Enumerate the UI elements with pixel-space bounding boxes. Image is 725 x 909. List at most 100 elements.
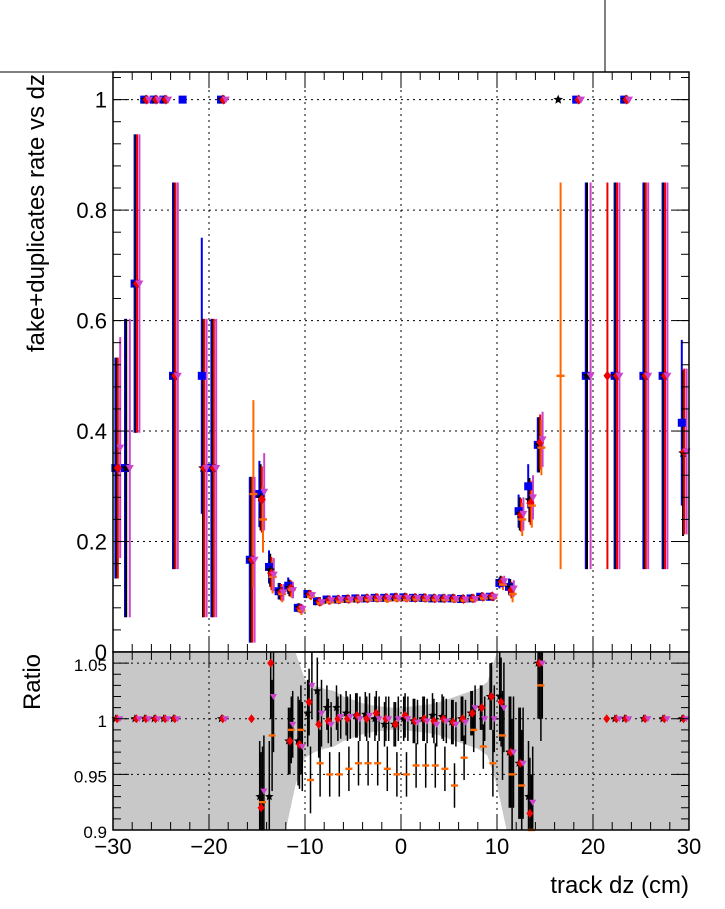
diamond-marker: [497, 697, 505, 707]
diamond-marker: [248, 714, 255, 724]
triangle-marker: [442, 595, 451, 603]
triangle-marker: [615, 716, 623, 723]
triangle-marker: [471, 705, 479, 712]
triangle-marker: [538, 660, 546, 667]
dash-marker: [326, 773, 334, 776]
triangle-marker: [317, 599, 326, 607]
triangle-marker: [385, 716, 393, 723]
diamond-marker: [603, 370, 612, 381]
dash-marker: [335, 600, 344, 603]
triangle-marker: [529, 799, 537, 806]
diamond-marker: [372, 708, 380, 718]
triangle-marker: [260, 788, 268, 795]
dash-marker: [383, 599, 392, 602]
triangle-marker: [308, 592, 317, 600]
main-y-axis-title: fake+duplicates rate vs dz: [23, 74, 50, 352]
triangle-marker: [519, 510, 528, 518]
dash-marker: [518, 784, 526, 787]
triangle-marker: [644, 372, 653, 380]
triangle-marker: [423, 595, 432, 603]
dash-marker: [383, 767, 391, 771]
star-marker: [495, 692, 504, 701]
triangle-marker: [298, 605, 307, 613]
triangle-marker: [375, 595, 384, 603]
triangle-marker: [452, 721, 460, 728]
triangle-marker: [452, 595, 461, 603]
x-tick-label: −10: [286, 834, 323, 859]
dash-marker: [268, 575, 277, 579]
dash-marker: [335, 773, 343, 776]
dash-marker: [249, 492, 258, 496]
triangle-marker: [366, 712, 373, 719]
triangle-marker: [135, 280, 144, 288]
triangle-marker: [365, 595, 374, 603]
diamond-marker: [468, 708, 476, 718]
dash-marker: [374, 762, 382, 765]
triangle-marker: [174, 716, 181, 723]
square-marker: [284, 581, 293, 590]
square-marker: [197, 371, 206, 380]
dash-marker: [499, 583, 507, 586]
triangle-marker: [500, 705, 508, 712]
triangle-marker: [423, 718, 431, 725]
x-axis-title: track dz (cm): [550, 872, 689, 899]
dash-marker: [460, 756, 468, 759]
star-marker: [524, 792, 533, 801]
triangle-marker: [298, 744, 306, 751]
dash-marker: [431, 764, 439, 767]
star-marker: [332, 703, 341, 712]
triangle-marker: [481, 593, 489, 601]
y-tick-label: 0.8: [76, 198, 107, 223]
triangle-marker: [222, 716, 229, 723]
dash-marker: [527, 504, 536, 507]
y-tick-label: 0.2: [76, 530, 107, 555]
x-tick-label: 20: [581, 834, 605, 859]
dash-marker: [307, 778, 314, 782]
dash-marker: [518, 518, 527, 521]
square-marker: [677, 418, 686, 427]
triangle-marker: [413, 594, 422, 602]
triangle-marker: [173, 372, 182, 380]
dash-marker: [537, 446, 546, 449]
triangle-marker: [202, 465, 211, 473]
diamond-marker: [257, 494, 266, 505]
star-marker: [265, 565, 275, 575]
diamond-marker: [257, 803, 265, 813]
star-marker: [361, 709, 370, 718]
dash-marker: [259, 800, 266, 804]
triangle-marker: [414, 719, 421, 726]
triangle-marker: [442, 718, 450, 725]
star-marker: [428, 710, 437, 720]
triangle-marker: [346, 714, 354, 721]
y-tick-label: 0.4: [76, 419, 107, 444]
diamond-marker: [315, 719, 323, 729]
dash-marker: [556, 374, 565, 378]
triangle-marker: [529, 494, 537, 502]
main-ticks: 0 0.2 0.4 0.6 0.8 1: [76, 72, 690, 665]
y-tick-label: 1: [98, 712, 107, 731]
diamond-marker: [113, 463, 122, 474]
dash-marker: [422, 764, 430, 767]
diamond-marker: [507, 585, 516, 596]
dash-marker: [412, 764, 420, 767]
ratio-plot-panel: −30 −20 −10 0 10 20 30 0.9 0.95 1 1.05 Ratio track…: [19, 651, 701, 899]
dash-marker: [393, 598, 402, 602]
dash-marker: [403, 773, 410, 776]
dash-marker: [345, 767, 353, 771]
triangle-marker: [490, 593, 499, 601]
triangle-marker: [337, 596, 345, 604]
triangle-marker: [125, 465, 134, 473]
uncertainty-band: [113, 652, 689, 830]
triangle-marker: [318, 710, 325, 717]
triangle-marker: [586, 372, 595, 380]
dash-marker: [508, 592, 517, 596]
triangle-marker: [385, 594, 393, 602]
y-tick-label: 0: [95, 640, 107, 665]
triangle-marker: [500, 578, 509, 586]
triangle-marker: [461, 596, 470, 604]
ratio-markers: [111, 658, 690, 832]
dash-marker: [268, 734, 276, 737]
triangle-marker: [154, 716, 162, 723]
triangle-marker: [260, 488, 269, 496]
diamond-marker: [392, 719, 399, 729]
